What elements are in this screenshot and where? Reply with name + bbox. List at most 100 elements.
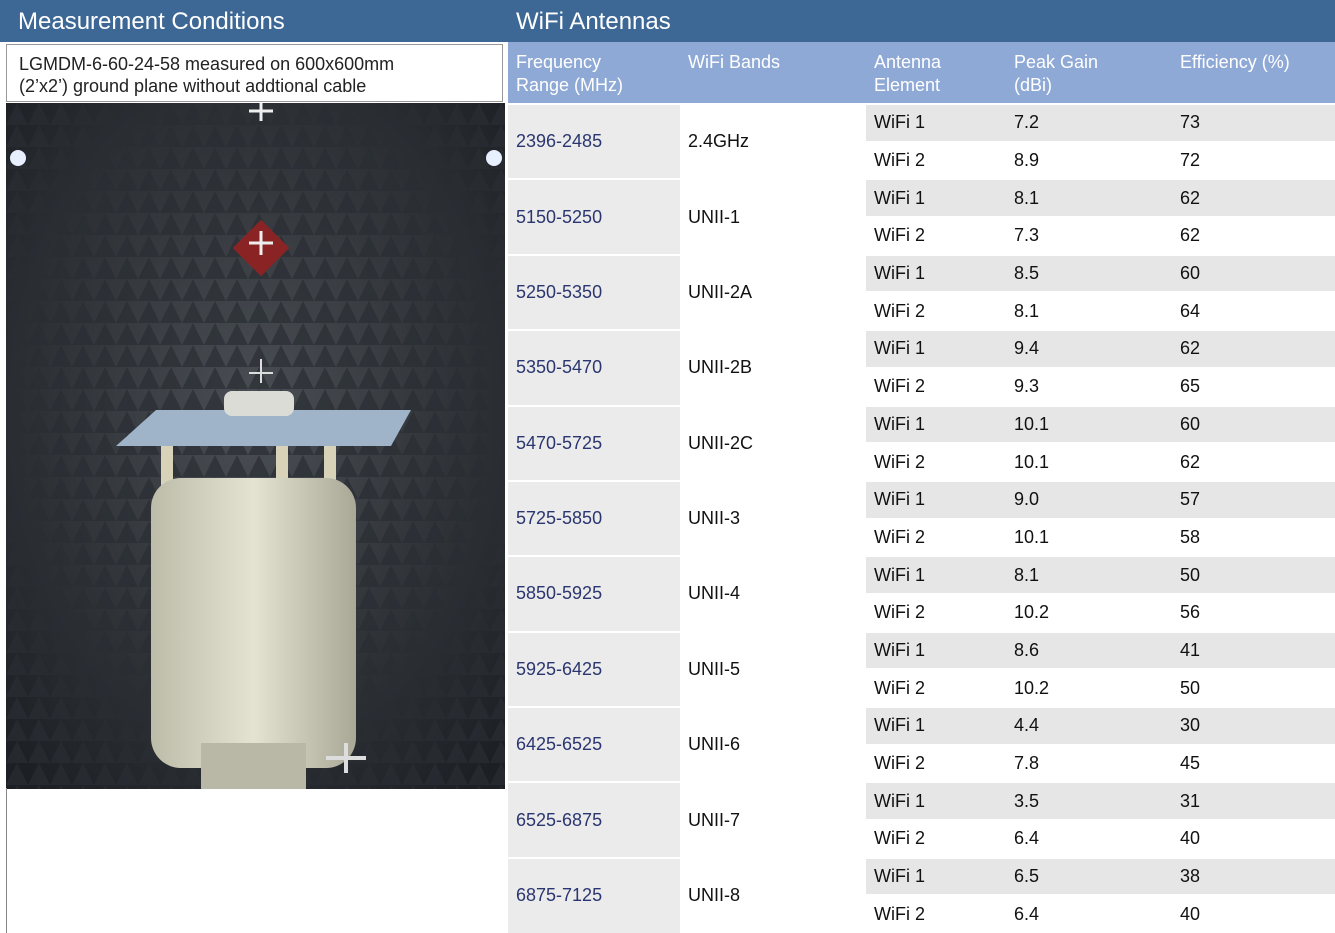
element-cell: WiFi 2 — [866, 592, 1006, 632]
column-header-line: Peak Gain — [1014, 52, 1099, 72]
header-row: Frequency Range (MHz) WiFi Bands Antenna Ele… — [508, 42, 1335, 104]
panel-border — [6, 788, 7, 933]
gain-cell: 6.4 — [1006, 894, 1172, 933]
gain-cell: 3.5 — [1006, 781, 1172, 821]
efficiency-cell: 41 — [1172, 630, 1335, 670]
column-header: Efficiency (%) — [1172, 42, 1335, 104]
chamber-photo — [6, 103, 505, 789]
efficiency-cell: 56 — [1172, 592, 1335, 632]
table-row: 6525-6875 UNII-7 WiFi 1 3.5 31 — [508, 781, 1335, 858]
conditions-line: LGMDM-6-60-24-58 measured on 600x600mm — [19, 54, 395, 74]
frequency-cell: 5350-5470 — [508, 329, 680, 406]
element-cell: WiFi 1 — [866, 706, 1006, 745]
header-bar: Measurement Conditions WiFi Antennas — [0, 0, 1335, 42]
band-cell: UNII-6 — [680, 705, 866, 783]
efficiency-cell: 73 — [1172, 103, 1335, 142]
table-row: 5250-5350 UNII-2A WiFi 1 8.5 60 — [508, 253, 1335, 331]
table-row: 5350-5470 UNII-2B WiFi 1 9.4 62 — [508, 329, 1335, 406]
frequency-cell: 5725-5850 — [508, 479, 680, 557]
table-row: WiFi 2 10.1 62 — [508, 442, 1335, 481]
gain-cell: 8.1 — [1006, 291, 1172, 331]
column-header: WiFi Bands — [680, 42, 866, 104]
frequency-cell: 2396-2485 — [508, 102, 680, 180]
efficiency-cell: 65 — [1172, 366, 1335, 406]
efficiency-cell: 38 — [1172, 856, 1335, 896]
table-row: 6875-7125 UNII-8 WiFi 1 6.5 38 — [508, 856, 1335, 933]
efficiency-cell: 40 — [1172, 819, 1335, 858]
band-cell: UNII-1 — [680, 178, 866, 255]
table-row: 5725-5850 UNII-3 WiFi 1 9.0 57 — [508, 479, 1335, 557]
element-cell: WiFi 1 — [866, 630, 1006, 670]
frequency-cell: 6875-7125 — [508, 856, 680, 933]
element-cell: WiFi 1 — [866, 781, 1006, 821]
conditions-line: (2’x2’) ground plane without addtional c… — [19, 76, 367, 96]
efficiency-cell: 62 — [1172, 216, 1335, 255]
efficiency-cell: 57 — [1172, 479, 1335, 519]
column-header-line: Efficiency (%) — [1180, 52, 1290, 72]
table-row: 5150-5250 UNII-1 WiFi 1 8.1 62 — [508, 178, 1335, 255]
gain-cell: 8.1 — [1006, 555, 1172, 594]
column-header-line: (dBi) — [1014, 75, 1053, 95]
element-cell: WiFi 2 — [866, 216, 1006, 255]
table-row: WiFi 2 10.2 56 — [508, 592, 1335, 632]
gain-cell: 10.2 — [1006, 668, 1172, 707]
gain-cell: 8.6 — [1006, 630, 1172, 670]
gain-cell: 9.3 — [1006, 366, 1172, 406]
efficiency-cell: 62 — [1172, 329, 1335, 368]
band-cell: UNII-3 — [680, 479, 866, 557]
gain-cell: 7.2 — [1006, 103, 1172, 142]
column-header: Antenna Element — [866, 42, 1006, 104]
element-cell: WiFi 1 — [866, 479, 1006, 519]
efficiency-cell: 58 — [1172, 517, 1335, 557]
efficiency-cell: 60 — [1172, 253, 1335, 293]
band-cell: UNII-4 — [680, 555, 866, 632]
element-cell: WiFi 2 — [866, 668, 1006, 707]
table-row: 5470-5725 UNII-2C WiFi 1 10.1 60 — [508, 404, 1335, 481]
table-row: WiFi 2 8.9 72 — [508, 140, 1335, 180]
gain-cell: 6.4 — [1006, 819, 1172, 858]
element-cell: WiFi 2 — [866, 140, 1006, 180]
table-row: WiFi 2 7.8 45 — [508, 743, 1335, 783]
frequency-cell: 5150-5250 — [508, 178, 680, 255]
conditions-panel: LGMDM-6-60-24-58 measured on 600x600mm (… — [0, 42, 505, 933]
column-header-line: Frequency — [516, 52, 602, 72]
gain-cell: 8.9 — [1006, 140, 1172, 180]
band-cell: 2.4GHz — [680, 102, 866, 180]
efficiency-cell: 30 — [1172, 706, 1335, 745]
frequency-cell: 6525-6875 — [508, 781, 680, 858]
table-row: 5925-6425 UNII-5 WiFi 1 8.6 41 — [508, 630, 1335, 707]
efficiency-cell: 50 — [1172, 555, 1335, 594]
efficiency-cell: 62 — [1172, 178, 1335, 218]
element-cell: WiFi 2 — [866, 894, 1006, 933]
table-row: 6425-6525 UNII-6 WiFi 1 4.4 30 — [508, 705, 1335, 783]
gain-cell: 9.4 — [1006, 329, 1172, 368]
table-row: WiFi 2 7.3 62 — [508, 216, 1335, 255]
frequency-cell: 5850-5925 — [508, 555, 680, 632]
efficiency-cell: 40 — [1172, 894, 1335, 933]
band-cell: UNII-2A — [680, 253, 866, 331]
element-cell: WiFi 1 — [866, 178, 1006, 218]
element-cell: WiFi 2 — [866, 743, 1006, 783]
element-cell: WiFi 1 — [866, 329, 1006, 368]
table-row: 2396-2485 2.4GHz WiFi 1 7.2 73 — [508, 102, 1335, 180]
gain-cell: 7.8 — [1006, 743, 1172, 783]
band-cell: UNII-2C — [680, 404, 866, 481]
element-cell: WiFi 1 — [866, 404, 1006, 444]
efficiency-cell: 64 — [1172, 291, 1335, 331]
efficiency-cell: 45 — [1172, 743, 1335, 783]
element-cell: WiFi 2 — [866, 366, 1006, 406]
column-header: Peak Gain (dBi) — [1006, 42, 1172, 104]
column-header-line: Element — [874, 75, 941, 95]
band-cell: UNII-7 — [680, 781, 866, 858]
efficiency-cell: 31 — [1172, 781, 1335, 821]
conditions-text: LGMDM-6-60-24-58 measured on 600x600mm (… — [6, 44, 503, 102]
gain-cell: 8.5 — [1006, 253, 1172, 293]
table-row: WiFi 2 9.3 65 — [508, 366, 1335, 406]
antenna-table: Frequency Range (MHz) WiFi Bands Antenna Ele… — [508, 42, 1335, 933]
table-row: WiFi 2 10.2 50 — [508, 668, 1335, 707]
efficiency-cell: 72 — [1172, 140, 1335, 180]
element-cell: WiFi 1 — [866, 103, 1006, 142]
gain-cell: 4.4 — [1006, 706, 1172, 745]
element-cell: WiFi 2 — [866, 819, 1006, 858]
